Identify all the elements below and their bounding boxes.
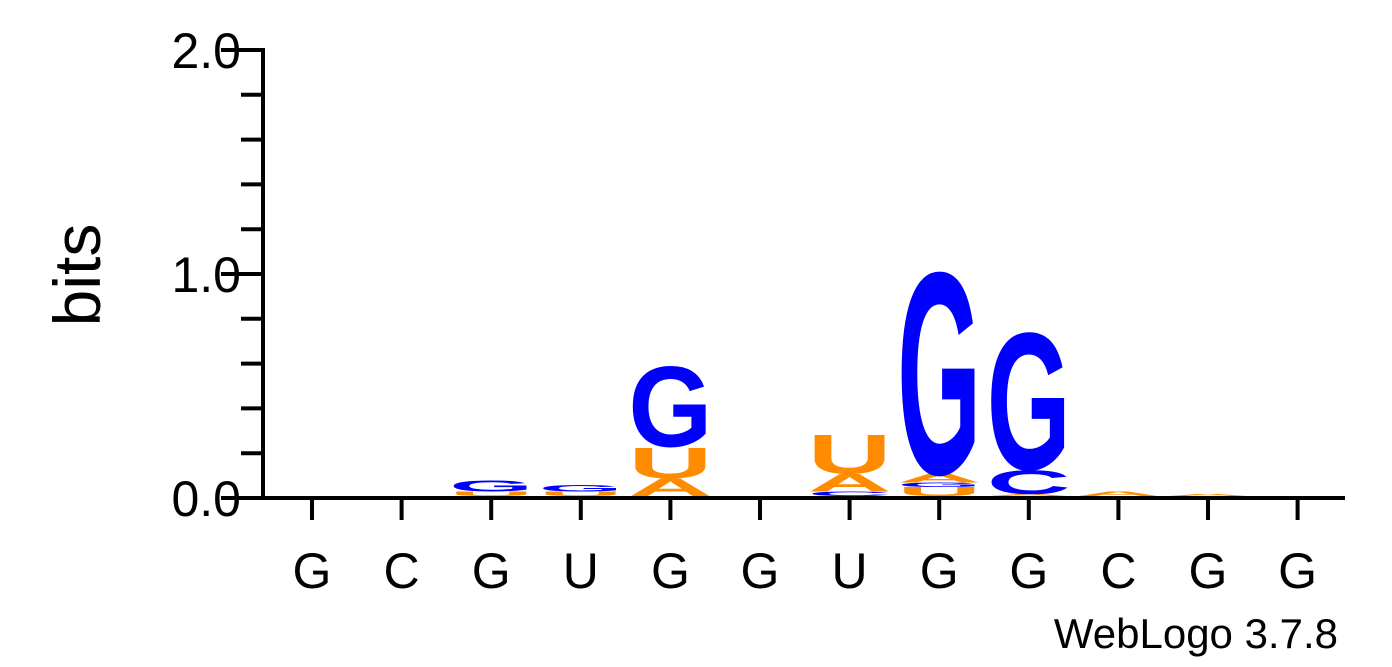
logo-letter-c: C bbox=[987, 463, 1071, 501]
position-label: G bbox=[1009, 543, 1048, 599]
logo-letter-g: G bbox=[897, 482, 981, 489]
logo-letter-g: G bbox=[628, 343, 712, 472]
logo-letter-a: A bbox=[1166, 493, 1250, 496]
position-label: G bbox=[1189, 543, 1228, 599]
logo-letter-u: U bbox=[449, 490, 533, 497]
logo-letter-g: G bbox=[539, 483, 623, 493]
logo-letter-u: U bbox=[539, 490, 623, 497]
position-label: G bbox=[472, 543, 511, 599]
logo-letter-g: G bbox=[449, 478, 533, 495]
logo-letter-u: U bbox=[897, 485, 981, 499]
logo-letter-g: G bbox=[987, 292, 1071, 511]
position-label: G bbox=[920, 543, 959, 599]
logo-letter-u: U bbox=[808, 423, 892, 486]
logo-letter-a: A bbox=[808, 469, 892, 497]
position-label: U bbox=[563, 543, 599, 599]
logo-letter-c: C bbox=[808, 490, 892, 497]
logo-letter-u: U bbox=[628, 438, 712, 487]
position-label: U bbox=[832, 543, 868, 599]
logo-letter-g: G bbox=[897, 213, 981, 536]
y-tick-label: 2.0 bbox=[171, 23, 241, 79]
position-label: G bbox=[651, 543, 690, 599]
position-label: C bbox=[384, 543, 420, 599]
y-tick-label: 1.0 bbox=[171, 247, 241, 303]
position-label: G bbox=[1278, 543, 1317, 599]
position-label: C bbox=[1100, 543, 1136, 599]
y-tick-label: 0.0 bbox=[171, 471, 241, 527]
logo-letter-a: A bbox=[1076, 490, 1160, 497]
logo-letter-a: A bbox=[897, 471, 981, 485]
y-axis-ticks: 0.0 1.0 2.0 bbox=[171, 23, 263, 527]
logo-letter-a: A bbox=[987, 493, 1071, 496]
position-label: G bbox=[741, 543, 780, 599]
weblogo-credit: WebLogo 3.7.8 bbox=[1054, 610, 1338, 657]
y-axis-title: bits bbox=[40, 224, 114, 327]
position-label: G bbox=[293, 543, 332, 599]
